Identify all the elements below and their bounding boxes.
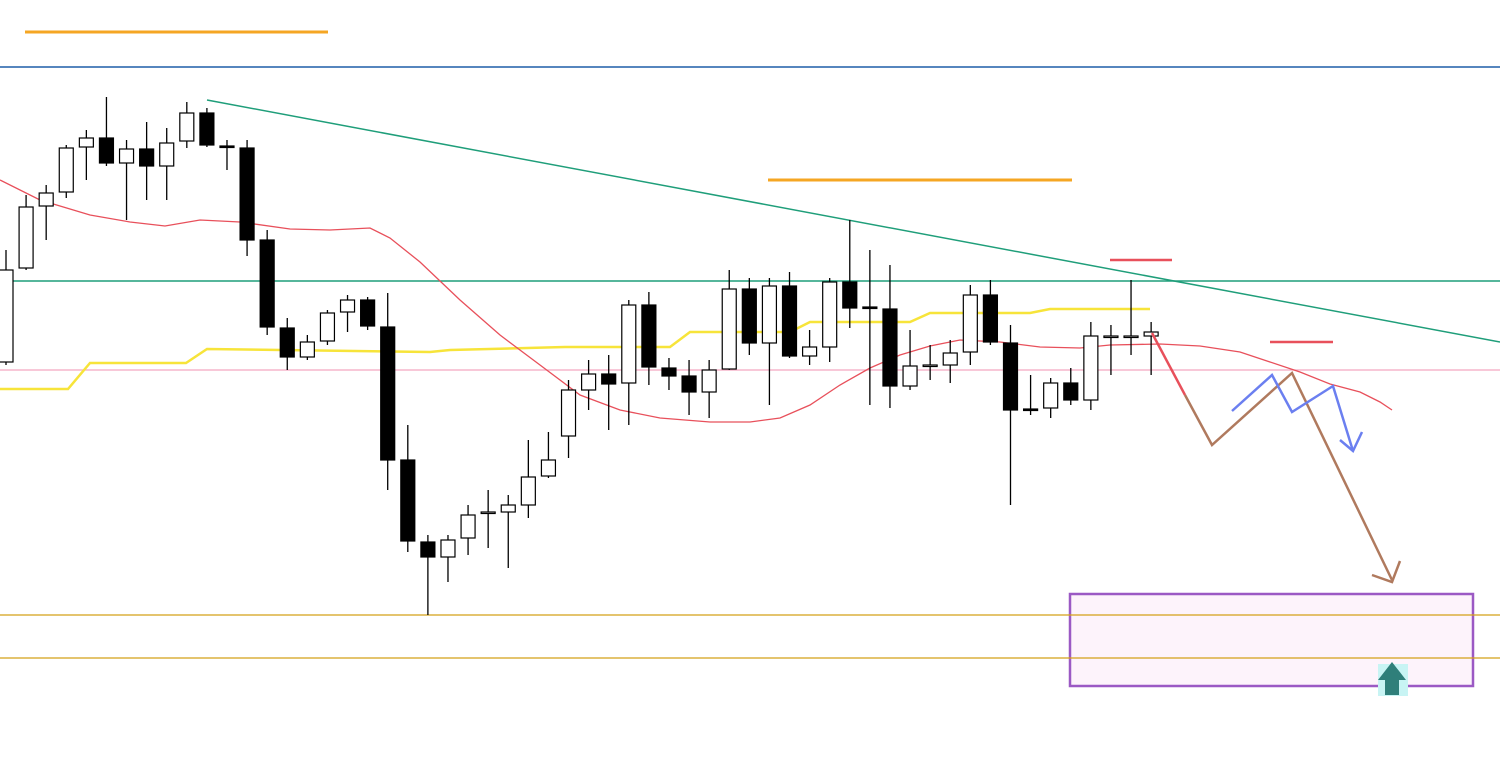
candle-body: [1043, 382, 1059, 409]
candle-body: [380, 326, 396, 461]
arrow-head: [1339, 431, 1364, 454]
candle-body: [560, 389, 577, 437]
up-arrow: [1378, 662, 1406, 695]
candle-body: [179, 112, 195, 142]
candle-body: [299, 341, 315, 358]
candles: [0, 97, 1159, 615]
candle-body: [801, 346, 818, 357]
target-zone: [1068, 592, 1475, 688]
candle-body: [922, 364, 938, 368]
candle-body: [641, 304, 657, 368]
candle-body: [962, 294, 978, 353]
candle-body: [721, 288, 737, 370]
candle-body: [500, 504, 516, 513]
candle-body: [1002, 342, 1019, 411]
candle-body: [681, 375, 697, 393]
candle-body: [98, 137, 115, 164]
candle-body: [480, 511, 496, 515]
candle-body: [942, 352, 958, 366]
candle-body: [761, 285, 778, 344]
candle-body: [58, 147, 74, 193]
candle-body: [982, 294, 999, 343]
candle-body: [1103, 335, 1119, 339]
candle-body: [400, 459, 416, 542]
candle-body: [0, 269, 14, 363]
candle-body: [420, 541, 436, 558]
candle-body: [279, 327, 295, 358]
candle-body: [319, 312, 336, 342]
candle-body: [1083, 335, 1099, 401]
candle-body: [1123, 335, 1139, 339]
moving-average: [0, 179, 1393, 423]
candle-body: [460, 514, 476, 539]
forecast-arrow: [1231, 373, 1355, 452]
candle-body: [842, 281, 858, 309]
forecast-arrow: [1183, 370, 1394, 581]
forecast-arrow: [1150, 332, 1187, 396]
candle-body: [219, 145, 235, 149]
candle-body: [882, 308, 898, 387]
candle-body: [902, 365, 918, 387]
candle-body: [862, 306, 878, 310]
candle-body: [741, 288, 757, 344]
candle-body: [661, 367, 677, 377]
candle-body: [259, 239, 275, 328]
candle-body: [139, 148, 155, 167]
candle-body: [118, 148, 135, 164]
candle-body: [199, 112, 215, 146]
candle-body: [1063, 382, 1079, 401]
candle-body: [360, 299, 376, 327]
candle-body: [78, 137, 94, 148]
candle-body: [1022, 408, 1039, 412]
candle-body: [339, 299, 356, 313]
candle-body: [540, 459, 557, 477]
candle-body: [601, 373, 617, 385]
candle-body: [621, 304, 637, 384]
candle-body: [38, 192, 54, 207]
candle-body: [781, 285, 798, 357]
candle-body: [520, 476, 536, 506]
candle-body: [701, 369, 717, 393]
candle-body: [822, 281, 838, 348]
candle-body: [159, 142, 175, 167]
candle-body: [440, 539, 456, 558]
candle-body: [239, 147, 255, 241]
trend-line: [206, 99, 1500, 343]
arrow-head: [1371, 560, 1402, 584]
candle-body: [581, 373, 597, 391]
candle-body: [18, 206, 34, 269]
